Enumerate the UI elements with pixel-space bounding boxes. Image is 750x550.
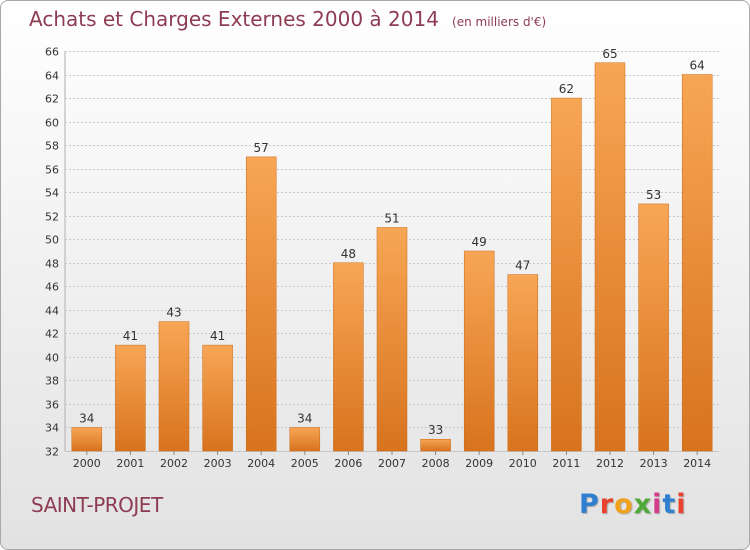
- x-tick-label-2013: 2013: [640, 457, 668, 470]
- y-tick-label: 58: [45, 140, 59, 153]
- chart-subtitle: (en milliers d'€): [452, 15, 547, 29]
- bar-2004: [245, 156, 277, 452]
- bar-2014: [681, 74, 713, 452]
- logo-letter: t: [662, 489, 677, 520]
- y-tick-label: 48: [45, 258, 59, 271]
- y-tick-label: 62: [45, 93, 59, 106]
- bar-2011: [551, 97, 582, 452]
- data-label-2011: 62: [559, 82, 574, 96]
- data-label-2004: 57: [254, 141, 269, 155]
- y-tick-label: 56: [45, 164, 59, 177]
- logo-letter: P: [579, 489, 600, 520]
- data-label-2005: 34: [297, 411, 312, 425]
- bar-2003: [202, 344, 233, 452]
- x-tick-label-2010: 2010: [509, 457, 537, 470]
- y-tick-label: 52: [45, 211, 59, 224]
- y-tick-label: 32: [45, 446, 59, 459]
- x-tick-label-2004: 2004: [247, 457, 275, 470]
- bar-2013: [638, 203, 669, 452]
- commune-name: SAINT-PROJET: [31, 493, 163, 517]
- x-tick-label-2006: 2006: [334, 457, 362, 470]
- x-tick-label-2012: 2012: [596, 457, 624, 470]
- data-label-2009: 49: [472, 235, 487, 249]
- y-axis: 32 34 36 38 40 42 44 46 48 50 52 54 56 58 60 62 64 66: [45, 46, 59, 459]
- y-tick-label: 64: [45, 70, 59, 83]
- logo-letter: o: [614, 489, 634, 520]
- logo-letter: i: [652, 489, 663, 520]
- data-label-2002: 43: [166, 306, 181, 320]
- bar-2002: [158, 321, 190, 452]
- x-tick-label-2003: 2003: [204, 457, 232, 470]
- data-label-2006: 48: [341, 247, 356, 261]
- data-label-2003: 41: [210, 329, 225, 343]
- data-label-2010: 47: [515, 259, 530, 273]
- x-axis: 2000 2001 2002 2003 2004 2005 2006 2007 2008 2009…: [73, 451, 711, 470]
- logo-letter: x: [633, 489, 653, 520]
- data-label-2013: 53: [646, 188, 661, 202]
- logo-letter: r: [599, 489, 615, 520]
- bar-2012: [594, 62, 626, 452]
- y-tick-label: 42: [45, 328, 59, 341]
- x-tick-label-2014: 2014: [683, 457, 711, 470]
- chart-title: Achats et Charges Externes 2000 à 2014: [29, 7, 439, 31]
- x-tick-label-2000: 2000: [73, 457, 101, 470]
- x-tick-label-2005: 2005: [291, 457, 319, 470]
- bars: [71, 62, 713, 452]
- y-tick-label: 44: [45, 305, 59, 318]
- y-tick-label: 38: [45, 375, 59, 388]
- data-label-2007: 51: [384, 211, 399, 225]
- x-tick-label-2002: 2002: [160, 457, 188, 470]
- data-label-2000: 34: [79, 411, 94, 425]
- logo-letter: i: [676, 489, 687, 520]
- bar-2005: [289, 427, 321, 452]
- x-tick-label-2001: 2001: [116, 457, 144, 470]
- data-label-2014: 64: [690, 59, 705, 73]
- bar-2001: [115, 344, 146, 452]
- y-tick-label: 46: [45, 281, 59, 294]
- title-row: Achats et Charges Externes 2000 à 2014 (…: [29, 7, 546, 31]
- bar-2006: [333, 262, 364, 452]
- y-tick-label: 36: [45, 399, 59, 412]
- proxiti-logo: Proxiti: [579, 489, 687, 520]
- data-labels: 34 41 43 41 57 34 48 51 33 49 47 62 65 53 64: [79, 47, 705, 437]
- x-tick-label-2008: 2008: [422, 457, 450, 470]
- y-tick-label: 66: [45, 46, 59, 59]
- bar-2009: [463, 250, 495, 452]
- bar-2008: [420, 438, 451, 452]
- y-tick-label: 54: [45, 187, 59, 200]
- bar-2007: [376, 227, 408, 452]
- data-label-2012: 65: [602, 47, 617, 61]
- y-tick-label: 50: [45, 234, 59, 247]
- y-tick-label: 34: [45, 422, 59, 435]
- x-tick-label-2007: 2007: [378, 457, 406, 470]
- data-label-2001: 41: [123, 329, 138, 343]
- y-tick-label: 60: [45, 117, 59, 130]
- y-tick-label: 40: [45, 352, 59, 365]
- x-tick-label-2011: 2011: [552, 457, 580, 470]
- bar-2010: [507, 274, 539, 452]
- data-label-2008: 33: [428, 423, 443, 437]
- x-tick-label-2009: 2009: [465, 457, 493, 470]
- bar-2000: [71, 427, 103, 452]
